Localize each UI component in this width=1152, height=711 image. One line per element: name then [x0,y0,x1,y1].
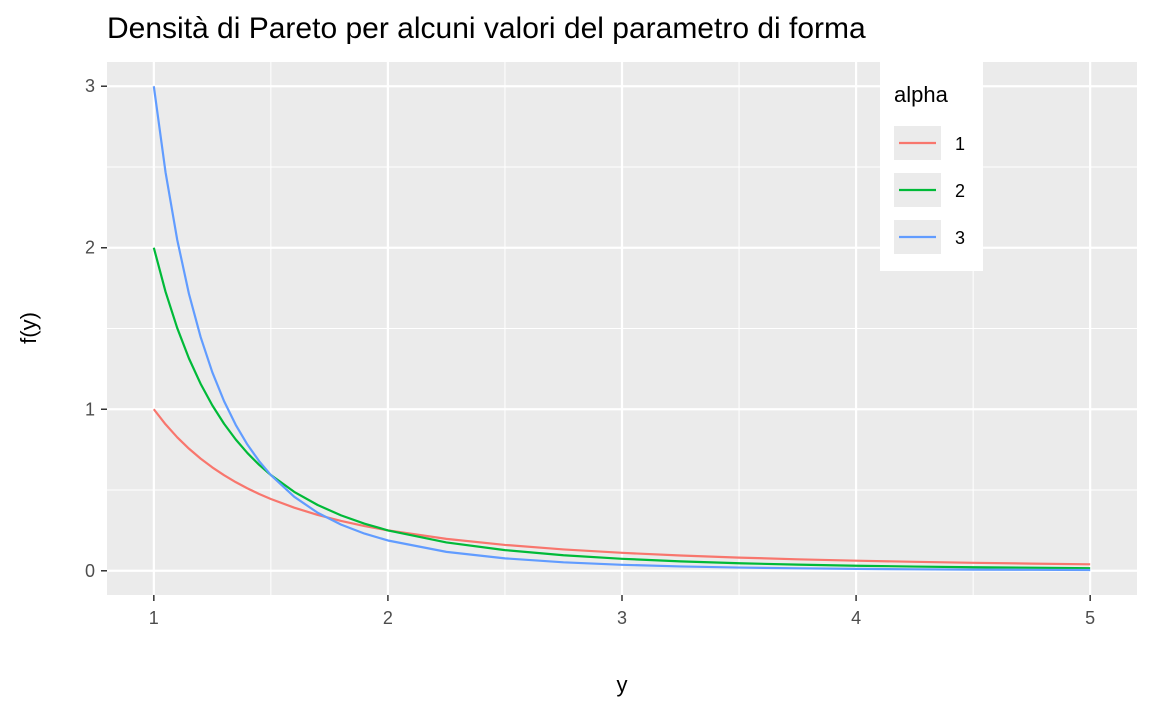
legend: alpha 1 2 3 [880,62,983,271]
x-axis-title: y [617,672,628,697]
y-tick-label: 0 [85,561,95,581]
series-line-alpha-3 [152,86,1091,572]
series-line-alpha-2 [152,247,1091,570]
legend-items: 1 2 3 [894,126,965,254]
y-tick-label: 1 [85,399,95,419]
x-axis: 1 2 3 4 5 [149,595,1095,628]
legend-label: 1 [955,134,965,154]
x-tick-label: 1 [149,608,159,628]
x-tick-label: 2 [383,608,393,628]
y-axis: 0 1 2 3 [85,76,107,581]
y-axis-title: f(y) [16,312,41,344]
x-tick-label: 4 [851,608,861,628]
legend-label: 2 [955,181,965,201]
x-tick-label: 5 [1085,608,1095,628]
major-gridlines [107,62,1137,595]
y-tick-label: 3 [85,76,95,96]
series-line-alpha-1 [152,408,1091,566]
legend-title: alpha [894,82,949,107]
legend-label: 3 [955,228,965,248]
x-tick-label: 3 [617,608,627,628]
series-lines [152,86,1091,572]
y-tick-label: 2 [85,238,95,258]
chart-title: Densità di Pareto per alcuni valori del … [107,12,866,45]
